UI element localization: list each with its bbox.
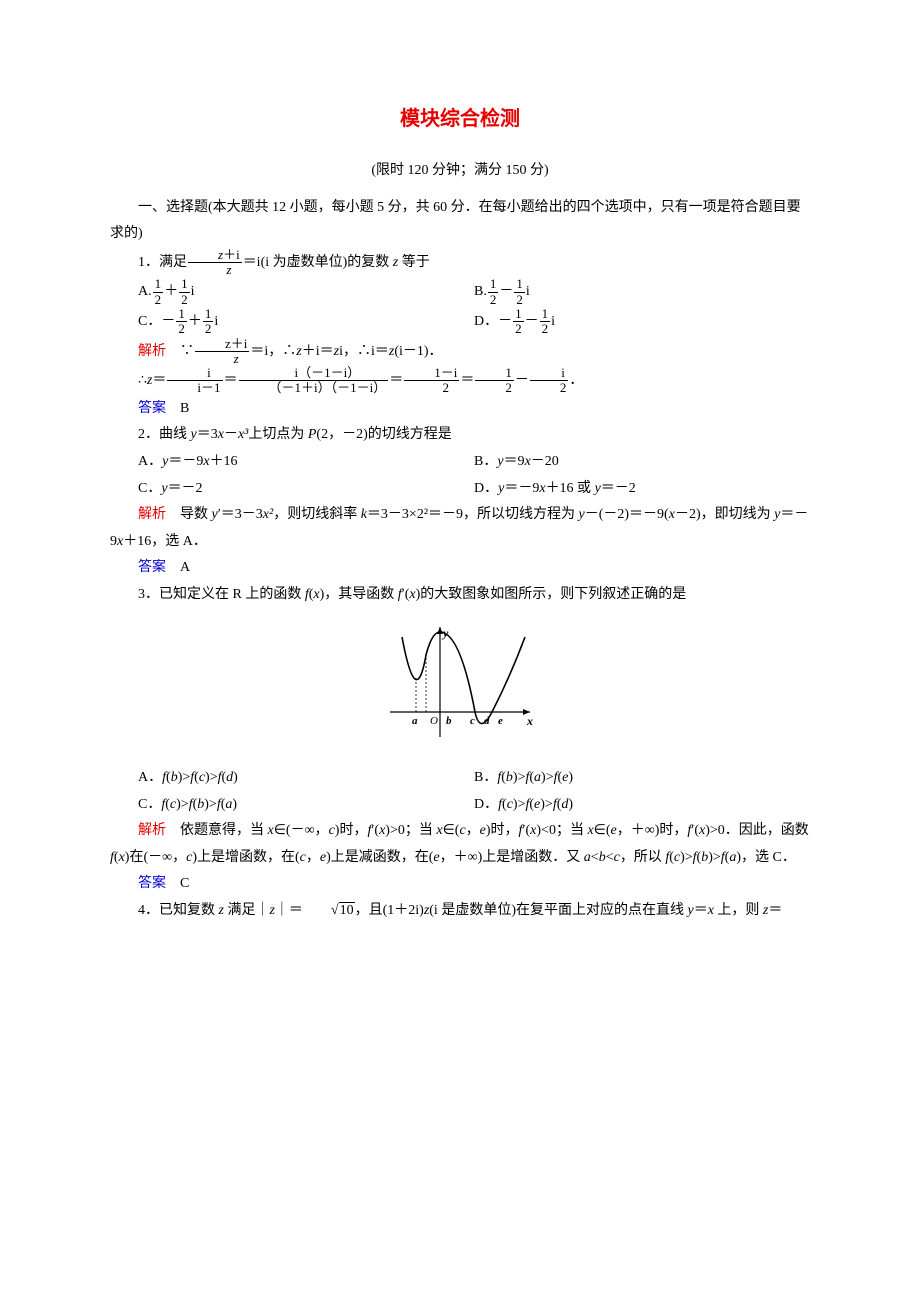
q1-option-d: D．－12－12i xyxy=(474,307,810,337)
q3-answer: 答案 C xyxy=(110,871,810,898)
q3-solution: 解析 依题意得，当 x∈(－∞，c)时，f′(x)>0；当 x∈(c，e)时，f… xyxy=(110,818,810,871)
q3-options-ab: A．f(b)>f(c)>f(d) B．f(b)>f(a)>f(e) xyxy=(110,765,810,792)
q1-option-a: A.12＋12i xyxy=(138,277,474,307)
q2-stem: 2．曲线 y＝3x－x³上切点为 P(2，－2)的切线方程是 xyxy=(110,422,810,449)
q1-option-b: B.12－12i xyxy=(474,277,810,307)
svg-text:e: e xyxy=(498,715,503,727)
q4-stem: 4．已知复数 z 满足｜z｜＝10，且(1＋2i)z(i 是虚数单位)在复平面上… xyxy=(110,898,810,925)
page-title: 模块综合检测 xyxy=(110,100,810,138)
svg-text:d: d xyxy=(484,715,490,727)
page-subtitle: (限时 120 分钟；满分 150 分) xyxy=(110,158,810,185)
svg-text:b: b xyxy=(446,715,452,727)
q2-options-ab: A．y＝－9x＋16 B．y＝9x－20 xyxy=(110,449,810,476)
q1-solution-2: ∴z＝ii－1＝i（－1－i）（－1＋i）（－1－i）＝1－i2＝12－i2． xyxy=(110,366,810,396)
q2-options-cd: C．y＝－2 D．y＝－9x＋16 或 y＝－2 xyxy=(110,476,810,503)
svg-text:y: y xyxy=(441,626,449,640)
q2-solution: 解析 导数 y′＝3－3x²，则切线斜率 k＝3－3×2²＝－9，所以切线方程为… xyxy=(110,502,810,555)
section-a-heading: 一、选择题(本大题共 12 小题，每小题 5 分，共 60 分．在每小题给出的四… xyxy=(110,195,810,248)
q2-option-d: D．y＝－9x＋16 或 y＝－2 xyxy=(474,476,810,503)
q3-option-b: B．f(b)>f(a)>f(e) xyxy=(474,765,810,792)
q3-option-c: C．f(c)>f(b)>f(a) xyxy=(138,792,474,819)
q1-options-ab: A.12＋12i B.12－12i xyxy=(110,277,810,307)
q1-options-cd: C．－12＋12i D．－12－12i xyxy=(110,307,810,337)
q2-option-b: B．y＝9x－20 xyxy=(474,449,810,476)
svg-text:x: x xyxy=(526,714,533,728)
q3-option-d: D．f(c)>f(e)>f(d) xyxy=(474,792,810,819)
svg-text:O: O xyxy=(430,715,438,727)
q3-figure: y x O a b c d e xyxy=(110,617,810,758)
q3-stem: 3．已知定义在 R 上的函数 f(x)，其导函数 f′(x)的大致图象如图所示，… xyxy=(110,582,810,609)
q3-options-cd: C．f(c)>f(b)>f(a) D．f(c)>f(e)>f(d) xyxy=(110,792,810,819)
svg-text:c: c xyxy=(470,715,475,727)
q1-option-c: C．－12＋12i xyxy=(138,307,474,337)
q2-option-c: C．y＝－2 xyxy=(138,476,474,503)
q1-answer: 答案 B xyxy=(110,396,810,423)
svg-text:a: a xyxy=(412,715,418,727)
q1-solution-1: 解析 ∵z＋iz＝i，∴z＋i＝zi，∴i＝z(i－1)． xyxy=(110,337,810,367)
q1-stem: 1．满足z＋iz＝i(i 为虚数单位)的复数 z 等于 xyxy=(110,248,810,278)
q3-option-a: A．f(b)>f(c)>f(d) xyxy=(138,765,474,792)
q2-answer: 答案 A xyxy=(110,555,810,582)
q2-option-a: A．y＝－9x＋16 xyxy=(138,449,474,476)
